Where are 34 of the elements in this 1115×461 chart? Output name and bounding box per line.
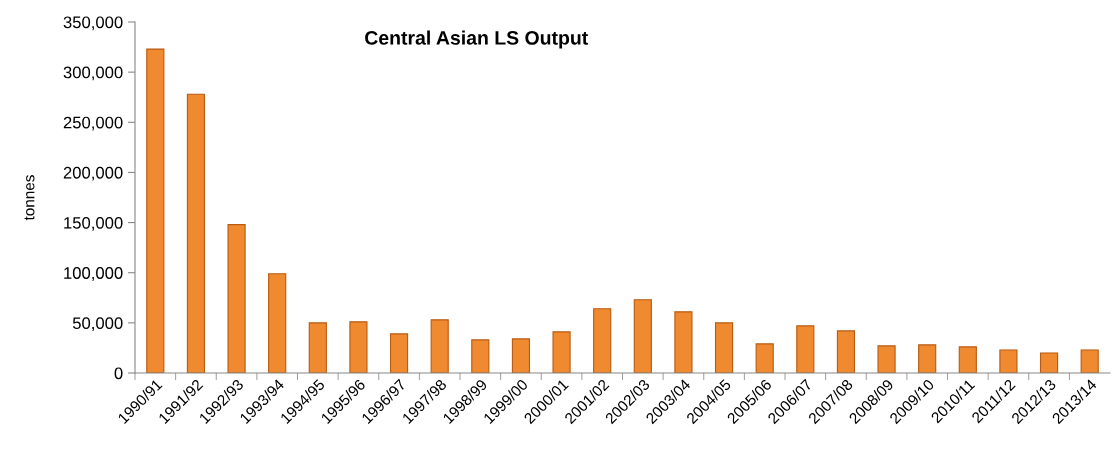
bar (389, 333, 409, 373)
bar (593, 308, 612, 373)
bar (430, 319, 449, 373)
bar (552, 331, 571, 373)
y-axis-title: tonnes (24, 175, 35, 221)
bar (186, 93, 206, 373)
bar (999, 349, 1018, 373)
bar (958, 346, 977, 373)
y-tick-label: 200,000 (63, 166, 123, 181)
bar (1039, 352, 1059, 373)
bar (511, 338, 531, 373)
bar (349, 321, 368, 373)
bar (268, 273, 287, 373)
bar (755, 343, 774, 373)
bar (1080, 349, 1099, 373)
y-tick-label: 250,000 (63, 116, 123, 131)
bar (674, 311, 693, 373)
bar (918, 344, 937, 373)
bar (877, 345, 896, 373)
y-tick-label: 50,000 (72, 317, 123, 332)
y-tick-label: 300,000 (63, 66, 123, 81)
y-tick-label: 150,000 (64, 216, 123, 231)
bar (471, 339, 490, 373)
bar (633, 299, 652, 373)
bar (227, 224, 246, 373)
bar (836, 330, 856, 373)
y-tick-label: 100,000 (64, 267, 123, 281)
bar (714, 322, 734, 373)
bar (146, 48, 165, 373)
chart-title: Central Asian LS Output (365, 30, 589, 49)
y-tick-label: 0 (114, 367, 123, 380)
y-tick-label: 350,000 (63, 16, 123, 31)
bar (308, 322, 327, 373)
bar (796, 325, 815, 373)
